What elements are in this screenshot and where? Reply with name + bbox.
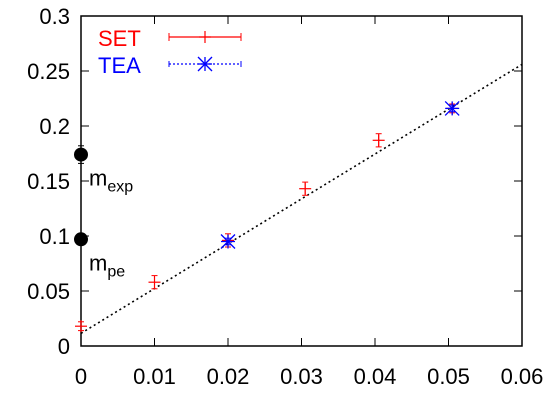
x-tick-label: 0.06 bbox=[501, 364, 544, 389]
x-tick-label: 0.03 bbox=[280, 364, 323, 389]
y-tick-label: 0.05 bbox=[27, 279, 70, 304]
set-point bbox=[75, 320, 87, 333]
y-tick-label: 0 bbox=[58, 334, 70, 359]
annotation-label: mpe bbox=[89, 250, 125, 280]
legend-sample-set bbox=[168, 31, 242, 43]
y-tick-label: 0.15 bbox=[27, 169, 70, 194]
legend-label-tea: TEA bbox=[98, 53, 141, 78]
tea-point bbox=[444, 100, 460, 116]
set-point bbox=[299, 181, 312, 196]
annotation-exp: mexp bbox=[74, 145, 133, 196]
data-points bbox=[75, 100, 460, 333]
y-tick-label: 0.3 bbox=[39, 4, 70, 29]
marker-d2 bbox=[197, 56, 213, 72]
annotation-dot bbox=[74, 232, 88, 247]
plot-frame bbox=[80, 15, 523, 347]
marker-d2 bbox=[220, 234, 236, 249]
marker-d2 bbox=[444, 100, 460, 116]
y-tick-label: 0.1 bbox=[39, 224, 70, 249]
annotation-pe: mpe bbox=[74, 232, 125, 280]
legend-sample-tea bbox=[168, 56, 242, 72]
y-tick-label: 0.25 bbox=[27, 59, 70, 84]
tea-point bbox=[220, 234, 236, 249]
x-tick-label: 0 bbox=[75, 364, 87, 389]
annotations: mexp mpe bbox=[74, 145, 133, 280]
x-tick-label: 0.01 bbox=[133, 364, 176, 389]
annotation-subscript: exp bbox=[107, 179, 133, 196]
legend: SET TEA bbox=[98, 26, 242, 78]
set-point bbox=[148, 275, 161, 290]
annotation-subscript: pe bbox=[107, 263, 125, 280]
annotation-label: mexp bbox=[89, 166, 133, 196]
x-tick-label: 0.04 bbox=[354, 364, 397, 389]
legend-label-set: SET bbox=[98, 26, 141, 51]
y-tick-label: 0.2 bbox=[39, 114, 70, 139]
annotation-dot bbox=[74, 147, 88, 162]
axis-ticks: 0 0.01 0.02 0.03 0.04 0.05 0.06 0 0.05 0.1 0.15 0.2… bbox=[27, 4, 543, 389]
x-tick-label: 0.05 bbox=[427, 364, 470, 389]
set-point bbox=[372, 133, 385, 148]
x-tick-label: 0.02 bbox=[207, 364, 250, 389]
